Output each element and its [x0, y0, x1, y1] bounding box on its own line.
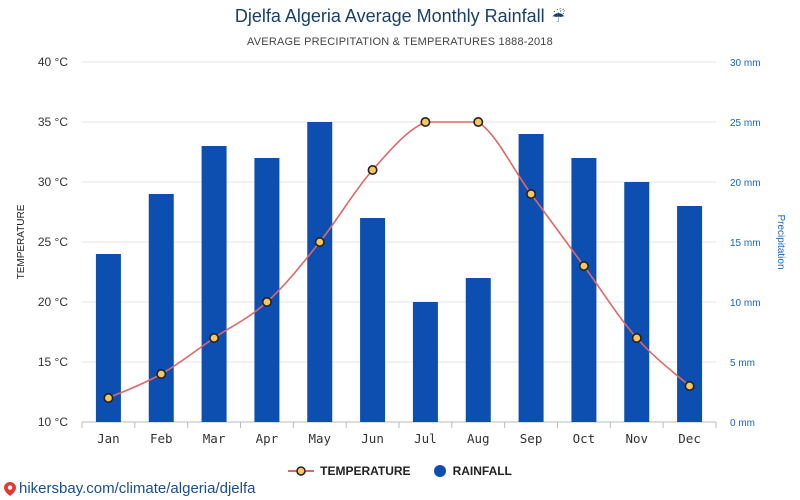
rainfall-bar [518, 134, 544, 422]
temperature-point [684, 380, 695, 391]
legend-label-temperature: TEMPERATURE [320, 464, 411, 478]
y-tick-label-left: 35 °C [38, 115, 68, 129]
source-url: hikersbay.com/climate/algeria/djelfa [19, 480, 256, 497]
y-tick-label-left: 25 °C [38, 235, 68, 249]
y-tick-label-right: 15 mm [730, 238, 761, 249]
chart-title: Djelfa Algeria Average Monthly Rainfall … [0, 6, 800, 27]
y-tick-label-right: 25 mm [730, 118, 761, 129]
temperature-point [156, 368, 167, 379]
y-tick-label-right: 20 mm [730, 178, 761, 189]
x-tick-label: Mar [203, 431, 226, 446]
x-tick-label: Jun [361, 431, 384, 446]
temperature-line [108, 121, 691, 399]
x-tick-label: Jul [414, 431, 437, 446]
temperature-point [631, 332, 642, 343]
temperature-point [209, 332, 220, 343]
x-tick-label: Feb [150, 431, 173, 446]
rainfall-bar [624, 182, 650, 422]
temperature-point [261, 296, 272, 307]
temperature-point [578, 260, 589, 271]
chart-title-text: Djelfa Algeria Average Monthly Rainfall [234, 6, 545, 26]
x-tick-label: May [308, 431, 331, 446]
temperature-point [420, 117, 431, 128]
temperature-point [526, 189, 537, 200]
temperature-point [103, 392, 114, 403]
legend-item-rainfall[interactable]: RAINFALL [433, 464, 512, 478]
y-tick-label-left: 30 °C [38, 175, 68, 189]
x-tick-label: Aug [467, 431, 490, 446]
rainfall-bar [254, 158, 280, 422]
y-tick-label-right: 30 mm [730, 58, 761, 69]
y-tick-label-left: 20 °C [38, 295, 68, 309]
x-tick-label: Nov [625, 431, 648, 446]
map-pin-icon [4, 481, 16, 496]
legend-label-rainfall: RAINFALL [452, 464, 512, 478]
x-tick-label: Dec [678, 431, 701, 446]
rainfall-bar [148, 194, 174, 422]
x-tick-label: Apr [256, 431, 279, 446]
rainfall-bar [465, 278, 491, 422]
y-tick-label-right: 10 mm [730, 298, 761, 309]
y-tick-label-right: 0 mm [730, 418, 755, 429]
y-tick-label-left: 10 °C [38, 415, 68, 429]
umbrella-icon: ☔ [551, 9, 566, 26]
temperature-point [367, 165, 378, 176]
rainfall-bar [307, 122, 333, 422]
rainfall-bar [571, 158, 597, 422]
chart-subtitle: AVERAGE PRECIPITATION & TEMPERATURES 188… [247, 36, 553, 48]
temperature-point [314, 237, 325, 248]
rainfall-bar [201, 146, 227, 422]
legend: TEMPERATURE RAINFALL [0, 464, 800, 478]
y-axis-title-right: Precipitation [775, 214, 786, 269]
rainfall-bar [360, 218, 386, 422]
legend-item-temperature[interactable]: TEMPERATURE [288, 464, 411, 478]
y-axis-title-left: TEMPERATURE [16, 204, 27, 279]
y-tick-label-right: 5 mm [730, 358, 755, 369]
rainfall-legend-icon [433, 465, 446, 477]
x-tick-label: Sep [520, 431, 543, 446]
temperature-point [473, 117, 484, 128]
x-tick-label: Oct [573, 431, 596, 446]
y-tick-label-left: 15 °C [38, 355, 68, 369]
rainfall-bar [412, 302, 438, 422]
y-tick-label-left: 40 °C [38, 55, 68, 69]
source-link[interactable]: hikersbay.com/climate/algeria/djelfa [4, 480, 256, 497]
temperature-legend-icon [288, 466, 315, 476]
x-tick-label: Jan [97, 431, 120, 446]
